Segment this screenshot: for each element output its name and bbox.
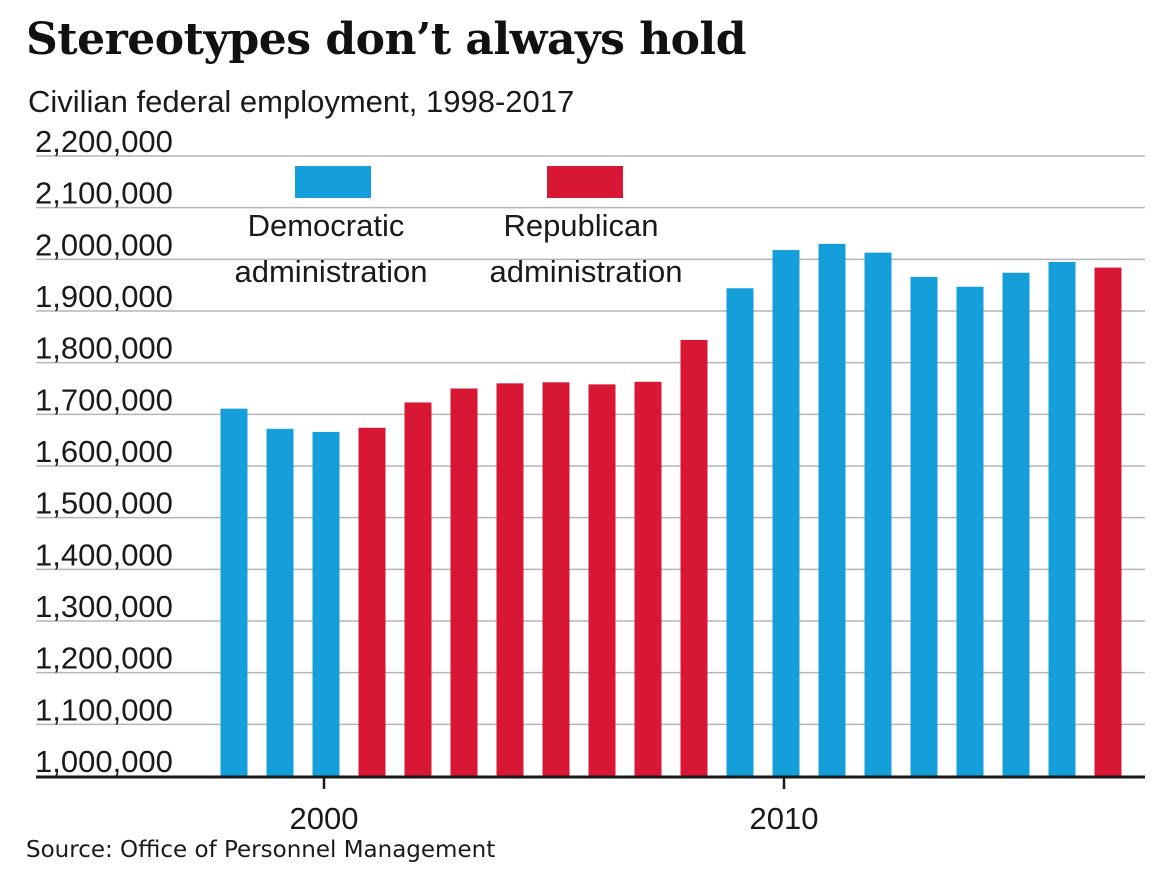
y-tick-label: 1,900,000 xyxy=(35,279,173,314)
y-tick-label: 1,000,000 xyxy=(35,744,173,779)
bar-2016 xyxy=(1048,261,1076,777)
source-note: Source: Office of Personnel Management xyxy=(26,837,496,863)
y-tick-label: 2,200,000 xyxy=(35,124,173,159)
bar-2014 xyxy=(956,286,984,776)
y-tick-label: 1,300,000 xyxy=(35,589,173,624)
bar-2013 xyxy=(910,276,938,776)
bar-2008 xyxy=(680,339,708,776)
legend-swatch-democratic xyxy=(295,166,371,198)
legend-swatch-republican xyxy=(547,166,623,198)
y-axis-labels: 1,000,000 1,100,000 1,200,000 1,300,000 1,40… xyxy=(35,124,173,779)
x-tick-label: 2010 xyxy=(750,801,819,830)
bar-2012 xyxy=(864,252,892,776)
y-tick-label: 1,600,000 xyxy=(35,434,173,469)
bar-chart: 1,000,000 1,100,000 1,200,000 1,300,000 1,40… xyxy=(35,124,1145,830)
chart-subtitle: Civilian federal employment, 1998-2017 xyxy=(28,84,575,119)
x-tick-label: 2000 xyxy=(290,801,359,830)
bar-2001 xyxy=(358,427,386,776)
bar-2002 xyxy=(404,402,432,776)
bar-2006 xyxy=(588,384,616,776)
bar-2007 xyxy=(634,381,662,776)
legend-label-democratic-line1: Democratic xyxy=(248,208,405,243)
bar-2009 xyxy=(726,288,754,776)
bar-1999 xyxy=(266,428,294,776)
legend-label-republican-line1: Republican xyxy=(503,208,658,243)
y-tick-label: 1,200,000 xyxy=(35,641,173,676)
chart-title: Stereotypes don’t always hold xyxy=(26,14,747,65)
y-tick-label: 1,700,000 xyxy=(35,382,173,417)
y-tick-label: 1,100,000 xyxy=(35,692,173,727)
legend-label-republican-line2: administration xyxy=(490,254,683,289)
y-tick-label: 1,400,000 xyxy=(35,537,173,572)
bar-2000 xyxy=(312,431,340,776)
y-tick-label: 2,000,000 xyxy=(35,227,173,262)
y-tick-label: 1,500,000 xyxy=(35,486,173,521)
bar-2010 xyxy=(772,250,800,777)
x-axis: 2000 2010 xyxy=(36,775,1145,830)
bar-2017 xyxy=(1094,267,1122,776)
bar-1998 xyxy=(220,408,248,776)
bar-2011 xyxy=(818,243,846,777)
legend: Democratic administration Republican adm… xyxy=(235,166,683,289)
bars xyxy=(220,243,1122,777)
bar-2015 xyxy=(1002,272,1030,776)
legend-label-democratic-line2: administration xyxy=(235,254,428,289)
y-tick-label: 1,800,000 xyxy=(35,331,173,366)
bar-2003 xyxy=(450,388,478,776)
bar-2005 xyxy=(542,382,570,776)
y-tick-label: 2,100,000 xyxy=(35,176,173,211)
bar-2004 xyxy=(496,383,524,776)
